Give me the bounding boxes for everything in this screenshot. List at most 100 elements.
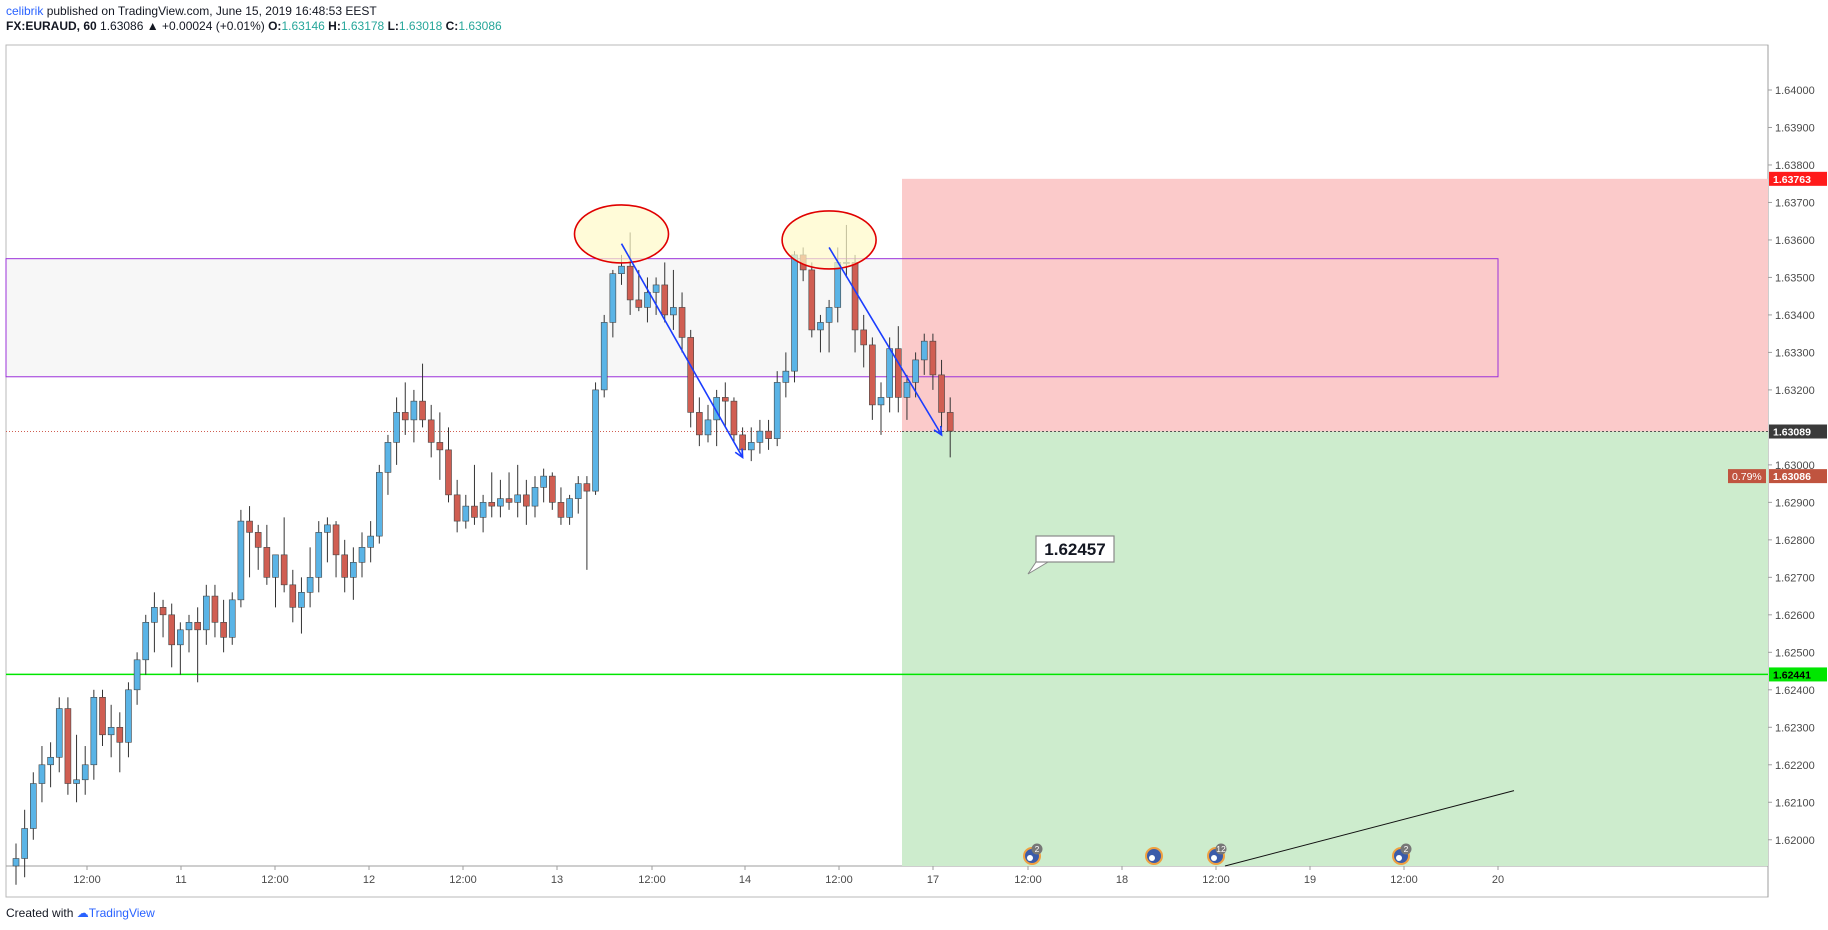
candle[interactable]	[445, 427, 452, 503]
tradingview-logo-icon[interactable]: ☁	[76, 906, 89, 920]
top-ellipse-left[interactable]	[573, 204, 670, 264]
candle[interactable]	[436, 412, 444, 480]
stop-loss-zone[interactable]	[902, 178, 1768, 432]
candle[interactable]	[817, 314, 824, 353]
event-marker-icon[interactable]: 2	[1392, 843, 1412, 865]
candle[interactable]	[920, 333, 928, 375]
candle[interactable]	[773, 371, 781, 447]
candle[interactable]	[644, 277, 651, 323]
candle[interactable]	[263, 524, 271, 585]
candle[interactable]	[531, 476, 539, 518]
candle[interactable]	[427, 404, 435, 458]
price-callout[interactable]: 1.62457	[1027, 535, 1115, 575]
candle[interactable]	[670, 269, 677, 330]
candle[interactable]	[687, 329, 695, 428]
candle[interactable]	[21, 809, 28, 878]
author-link[interactable]: celibrik	[6, 4, 44, 18]
candle[interactable]	[747, 427, 755, 462]
candle[interactable]	[696, 397, 703, 447]
candle[interactable]	[860, 314, 868, 368]
candle[interactable]	[332, 521, 340, 578]
candle[interactable]	[765, 419, 772, 450]
time-axis[interactable]: 12:00 11 12:00 12 12:00 13 12:00 14 12:00 17 12:00…	[73, 843, 1504, 887]
position-zones[interactable]	[5, 178, 1768, 866]
take-profit-zone[interactable]	[902, 431, 1768, 866]
candle[interactable]	[341, 539, 349, 593]
down-arrow-left[interactable]	[620, 243, 744, 459]
trend-line[interactable]	[1224, 790, 1515, 867]
candle[interactable]	[462, 494, 470, 529]
candle[interactable]	[592, 382, 599, 495]
candle[interactable]	[453, 479, 461, 533]
candle[interactable]	[548, 472, 556, 510]
candle[interactable]	[99, 689, 106, 747]
candle[interactable]	[661, 262, 669, 323]
candle[interactable]	[393, 397, 400, 465]
candle[interactable]	[159, 599, 167, 638]
candle[interactable]	[177, 622, 184, 675]
candle[interactable]	[479, 494, 487, 533]
candle[interactable]	[523, 479, 530, 525]
candle[interactable]	[505, 472, 513, 510]
candle[interactable]	[358, 532, 366, 578]
candle[interactable]	[488, 472, 496, 518]
candle[interactable]	[151, 592, 158, 653]
candle[interactable]	[350, 547, 357, 600]
candle[interactable]	[298, 577, 305, 634]
candle[interactable]	[246, 506, 253, 578]
candle[interactable]	[185, 614, 193, 653]
candle[interactable]	[652, 277, 660, 315]
event-marker-icon[interactable]	[1145, 847, 1163, 865]
candle[interactable]	[721, 382, 729, 428]
candle[interactable]	[315, 521, 323, 593]
down-arrow-right[interactable]	[828, 247, 943, 437]
candle[interactable]	[64, 697, 72, 795]
candle[interactable]	[272, 554, 279, 608]
candle[interactable]	[12, 843, 20, 885]
candle[interactable]	[514, 464, 522, 518]
candle[interactable]	[55, 697, 63, 773]
candle[interactable]	[566, 494, 573, 525]
candle[interactable]	[289, 569, 297, 623]
candle[interactable]	[635, 269, 643, 312]
candle[interactable]	[540, 468, 547, 503]
event-marker-icon[interactable]: 12	[1207, 843, 1227, 865]
candle[interactable]	[791, 251, 798, 383]
candle[interactable]	[133, 652, 141, 705]
candle[interactable]	[142, 614, 150, 675]
candle[interactable]	[756, 419, 764, 454]
candle[interactable]	[471, 464, 478, 525]
candle[interactable]	[938, 359, 945, 428]
candle[interactable]	[194, 607, 201, 683]
candle[interactable]	[678, 292, 686, 353]
candle[interactable]	[808, 262, 816, 338]
candle[interactable]	[609, 269, 617, 338]
candle[interactable]	[730, 397, 738, 443]
candle[interactable]	[894, 326, 902, 413]
candle[interactable]	[713, 389, 720, 447]
candle[interactable]	[410, 389, 418, 443]
candle[interactable]	[324, 517, 331, 563]
candle[interactable]	[211, 584, 219, 638]
candle[interactable]	[384, 434, 392, 495]
candle[interactable]	[704, 404, 712, 443]
candle[interactable]	[116, 712, 124, 773]
candle[interactable]	[168, 603, 175, 668]
candle[interactable]	[47, 742, 54, 788]
candle[interactable]	[81, 746, 89, 795]
candle[interactable]	[401, 382, 409, 435]
candle[interactable]	[280, 517, 288, 593]
candle[interactable]	[220, 599, 227, 653]
candle[interactable]	[869, 337, 876, 420]
candle[interactable]	[574, 476, 582, 514]
resistance-band-outline[interactable]	[5, 258, 1499, 378]
tradingview-link[interactable]: TradingView	[88, 906, 155, 920]
candle[interactable]	[912, 352, 919, 398]
candle[interactable]	[203, 584, 210, 645]
candle[interactable]	[73, 734, 80, 803]
candle[interactable]	[583, 476, 591, 570]
price-axis[interactable]: 1.64000 1.63900 1.63800 1.63700 1.63600 1.635…	[1768, 85, 1815, 847]
candle[interactable]	[228, 592, 236, 645]
drawings[interactable]: 1.62457	[573, 204, 1515, 867]
